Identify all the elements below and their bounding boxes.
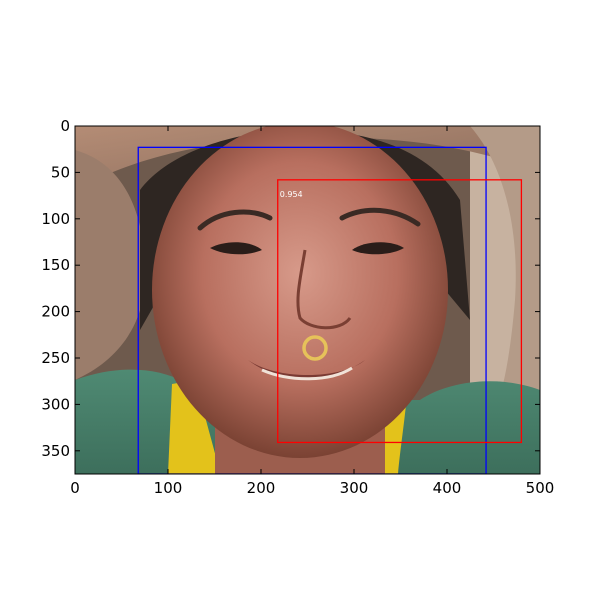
nose [296,249,352,330]
y-tick-label: 350 [41,442,70,460]
x-tick-label: 0 [70,479,80,497]
portrait-photo [75,126,540,474]
y-tick-label: 150 [41,256,70,274]
x-tick-label: 400 [433,479,462,497]
x-tick-label: 100 [154,479,183,497]
y-tick-label: 250 [41,349,70,367]
y-tick-label: 300 [41,395,70,413]
bounding-box-1 [137,146,487,474]
scarf-left [75,150,146,380]
x-tick-label: 300 [340,479,369,497]
y-tick-label: 0 [60,117,70,135]
right-eye [352,242,404,255]
scarf-right [470,126,540,430]
axes-frame [74,125,541,475]
left-eye [210,242,262,255]
scarf-top [75,126,540,190]
x-tick-label: 200 [247,479,276,497]
teeth [261,366,353,381]
axis-ticks: 0 100 200 300 400 500 0 50 100 150 200 250 300 350 [41,117,554,497]
bounding-boxes: 0.954 [137,146,523,474]
bounding-box-score-label: 0.954 [280,190,303,199]
right-eyebrow [339,207,421,227]
y-tick-label: 100 [41,210,70,228]
bounding-box-2 [277,179,523,444]
y-tick-label: 200 [41,303,70,321]
neck [215,395,385,474]
y-tick-label: 50 [51,163,70,181]
x-tick-label: 500 [526,479,555,497]
nose-ring [302,335,328,361]
yellow-collar-left [168,380,220,474]
left-eyebrow [197,209,273,231]
